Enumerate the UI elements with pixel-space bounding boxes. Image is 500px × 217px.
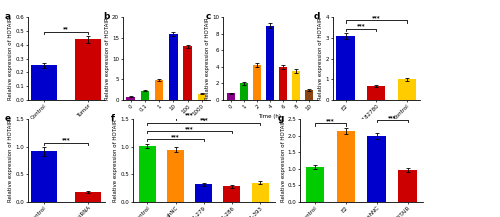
Text: ***: ***: [186, 113, 194, 118]
Bar: [126, 97, 135, 100]
Y-axis label: Relative expression of HOTAIR: Relative expression of HOTAIR: [105, 17, 110, 100]
Bar: [266, 26, 274, 100]
X-axis label: Time (h): Time (h): [258, 114, 281, 119]
Bar: [169, 34, 177, 100]
Text: ***: ***: [356, 23, 366, 28]
Bar: [336, 131, 355, 202]
Text: c: c: [206, 12, 211, 21]
Bar: [196, 184, 212, 202]
Text: b: b: [104, 12, 110, 21]
Bar: [279, 67, 287, 100]
Bar: [292, 71, 300, 100]
Text: **: **: [64, 26, 69, 31]
Bar: [367, 86, 386, 100]
Bar: [368, 136, 386, 202]
Bar: [398, 171, 417, 202]
Y-axis label: Relative expression of HOTAIR: Relative expression of HOTAIR: [318, 17, 324, 100]
Bar: [224, 186, 240, 202]
Bar: [306, 167, 324, 202]
Text: ***: ***: [62, 137, 70, 142]
Text: e: e: [4, 114, 10, 123]
Text: ***: ***: [172, 134, 180, 139]
Y-axis label: Relative expression of HOTAIR: Relative expression of HOTAIR: [205, 17, 210, 100]
Text: ***: ***: [186, 126, 194, 131]
Text: a: a: [4, 12, 10, 21]
Bar: [336, 36, 355, 100]
Y-axis label: Relative expression of HOTAIR: Relative expression of HOTAIR: [113, 119, 118, 202]
Text: f: f: [111, 114, 115, 123]
Text: d: d: [313, 12, 320, 21]
Bar: [75, 39, 102, 100]
Bar: [198, 94, 206, 100]
Y-axis label: Relative expression of HOTAIR: Relative expression of HOTAIR: [8, 119, 13, 202]
Text: ***: ***: [372, 15, 380, 20]
Bar: [31, 66, 58, 100]
Text: ***: ***: [326, 118, 334, 123]
Bar: [75, 192, 102, 202]
X-axis label: E2 (nM): E2 (nM): [156, 119, 177, 124]
Y-axis label: Relative expression of HOTAIR: Relative expression of HOTAIR: [280, 119, 285, 202]
Bar: [31, 151, 58, 202]
Bar: [306, 90, 313, 100]
Bar: [398, 79, 416, 100]
Bar: [253, 65, 261, 100]
Bar: [140, 91, 149, 100]
Bar: [184, 46, 192, 100]
Y-axis label: Relative expression of HOTAIR: Relative expression of HOTAIR: [8, 17, 13, 100]
Bar: [167, 150, 184, 202]
Bar: [252, 182, 268, 202]
Text: g: g: [278, 114, 284, 123]
Text: ***: ***: [200, 118, 208, 123]
Text: ***: ***: [388, 115, 396, 120]
Bar: [155, 80, 164, 100]
Bar: [139, 146, 156, 202]
Bar: [240, 83, 248, 100]
Bar: [227, 93, 234, 100]
